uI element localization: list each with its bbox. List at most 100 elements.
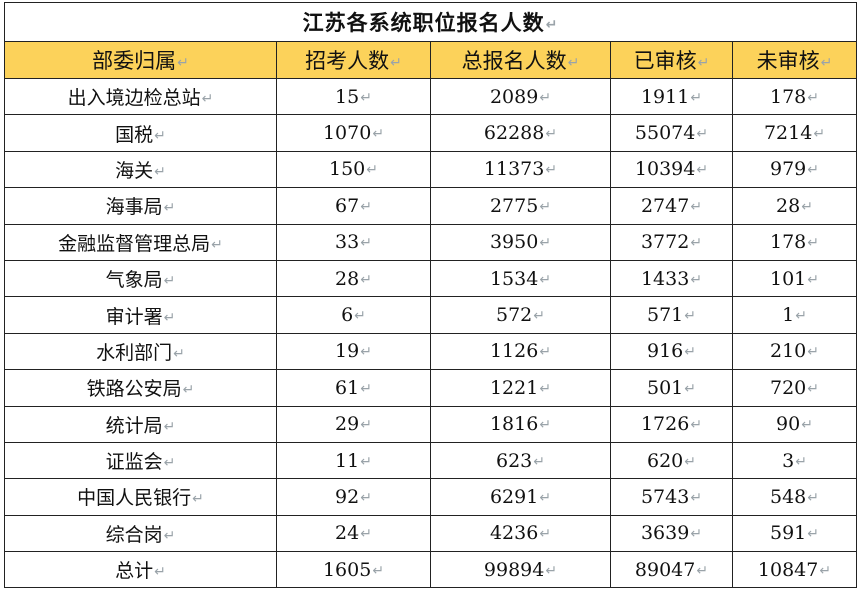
cell-value: 6 [341,304,354,327]
table-cell: 28↵ [731,187,858,225]
paragraph-mark-icon: ↵ [154,163,166,180]
table-cell: 1126↵ [430,332,611,371]
table-cell: 总计↵ [4,551,277,589]
table-cell: 1726↵ [610,405,733,443]
department-name: 综合岗 [105,523,163,546]
paragraph-mark-icon: ↵ [360,344,372,361]
table-cell: 2089↵ [430,77,611,116]
table-row: 气象局↵ 28↵ 1534↵ 1433↵ 101↵ [4,259,858,298]
paragraph-mark-icon: ↵ [163,418,176,435]
cell-value: 92 [335,485,360,508]
table-cell: 591↵ [731,514,858,553]
paragraph-mark-icon: ↵ [360,89,372,106]
paragraph-mark-icon: ↵ [807,235,819,252]
cell-value: 620 [647,449,684,472]
paragraph-mark-icon: ↵ [163,527,176,544]
paragraph-mark-icon: ↵ [539,489,552,506]
paragraph-mark-icon: ↵ [690,198,703,215]
paragraph-mark-icon: ↵ [819,562,832,579]
cell-value: 2089 [489,85,539,108]
cell-value: 90 [776,413,801,436]
cell-value: 67 [335,194,360,217]
table-cell: 3639↵ [610,514,733,553]
cell-value: 1605 [322,558,372,581]
cell-value: 591 [770,522,807,545]
cell-value: 178 [770,231,807,254]
table-cell: 623↵ [430,441,611,480]
cell-value: 720 [770,376,807,399]
cell-value: 623 [496,449,533,472]
table-cell: 19↵ [276,332,431,371]
paragraph-mark-icon: ↵ [182,382,195,399]
paragraph-mark-icon: ↵ [539,417,552,434]
table-cell: 10394↵ [610,150,733,189]
table-cell: 气象局↵ [4,259,277,298]
table-row: 水利部门↵ 19↵ 1126↵ 916↵ 210↵ [4,332,858,371]
paragraph-mark-icon: ↵ [690,89,703,106]
cell-value: 3639 [640,522,690,545]
paragraph-mark-icon: ↵ [801,198,813,215]
paragraph-mark-icon: ↵ [539,380,552,397]
table-cell: 548↵ [731,478,858,516]
paragraph-mark-icon: ↵ [173,345,185,362]
table-row: 金融监督管理总局↵ 33↵ 3950↵ 3772↵ 178↵ [4,223,858,261]
column-header: 已审核↵ [610,41,733,79]
paragraph-mark-icon: ↵ [360,526,372,543]
paragraph-mark-icon: ↵ [690,271,703,288]
cell-value: 5743 [640,485,690,508]
total-row: 总计↵ 1605↵ 99894↵ 89047↵ 10847↵ [4,551,858,589]
paragraph-mark-icon: ↵ [807,526,819,543]
cell-value: 10394 [634,158,696,181]
table-cell: 2775↵ [430,187,611,225]
department-name: 海关 [115,159,154,182]
cell-value: 101 [770,267,807,290]
paragraph-mark-icon: ↵ [539,344,552,361]
table-row: 出入境边检总站↵ 15↵ 2089↵ 1911↵ 178↵ [4,77,858,116]
paragraph-mark-icon: ↵ [684,380,696,397]
department-name: 总计 [115,560,154,583]
cell-value: 11 [335,449,360,472]
paragraph-mark-icon: ↵ [684,308,696,325]
table-cell: 出入境边检总站↵ [4,77,277,116]
paragraph-mark-icon: ↵ [807,380,819,397]
cell-value: 89047 [634,558,696,581]
paragraph-mark-icon: ↵ [354,308,366,325]
document-page: 江苏各系统职位报名人数↵ 部委归属↵ 招考人数↵ 总报名人数↵ 已审核↵ 未审核↵ 出入… [3,2,858,589]
paragraph-mark-icon: ↵ [390,55,402,71]
table-cell: 5743↵ [610,478,733,516]
cell-value: 28 [335,267,360,290]
department-name: 证监会 [105,451,163,474]
paragraph-mark-icon: ↵ [807,344,819,361]
cell-value: 572 [496,304,533,327]
paragraph-mark-icon: ↵ [360,271,372,288]
paragraph-mark-icon: ↵ [813,126,826,143]
table-cell: 金融监督管理总局↵ [4,223,277,261]
cell-value: 178 [770,85,807,108]
table-cell: 61↵ [276,369,431,407]
paragraph-mark-icon: ↵ [539,235,552,252]
paragraph-mark-icon: ↵ [807,162,819,179]
paragraph-mark-icon: ↵ [690,235,703,252]
table-row: 海事局↵ 67↵ 2775↵ 2747↵ 28↵ [4,187,858,225]
paragraph-mark-icon: ↵ [163,455,176,472]
table-cell: 1534↵ [430,259,611,298]
department-name: 中国人民银行 [77,487,192,510]
table-title-cell: 江苏各系统职位报名人数↵ [3,2,858,42]
paragraph-mark-icon: ↵ [696,162,709,179]
cell-value: 1126 [489,340,539,363]
cell-value: 6291 [489,485,539,508]
paragraph-mark-icon: ↵ [697,55,710,71]
table-cell: 中国人民银行↵ [4,478,277,516]
column-header-label: 部委归属 [92,49,177,73]
paragraph-mark-icon: ↵ [807,489,819,506]
table-cell: 4236↵ [430,514,611,553]
paragraph-mark-icon: ↵ [539,198,552,215]
table-cell: 62288↵ [430,114,611,152]
paragraph-mark-icon: ↵ [154,127,166,144]
column-header: 招考人数↵ [276,41,431,79]
cell-value: 548 [770,485,807,508]
table-cell: 3950↵ [430,223,611,261]
table-cell: 海关↵ [4,150,277,189]
table-cell: 1221↵ [430,369,611,407]
table-cell: 572↵ [430,296,611,334]
